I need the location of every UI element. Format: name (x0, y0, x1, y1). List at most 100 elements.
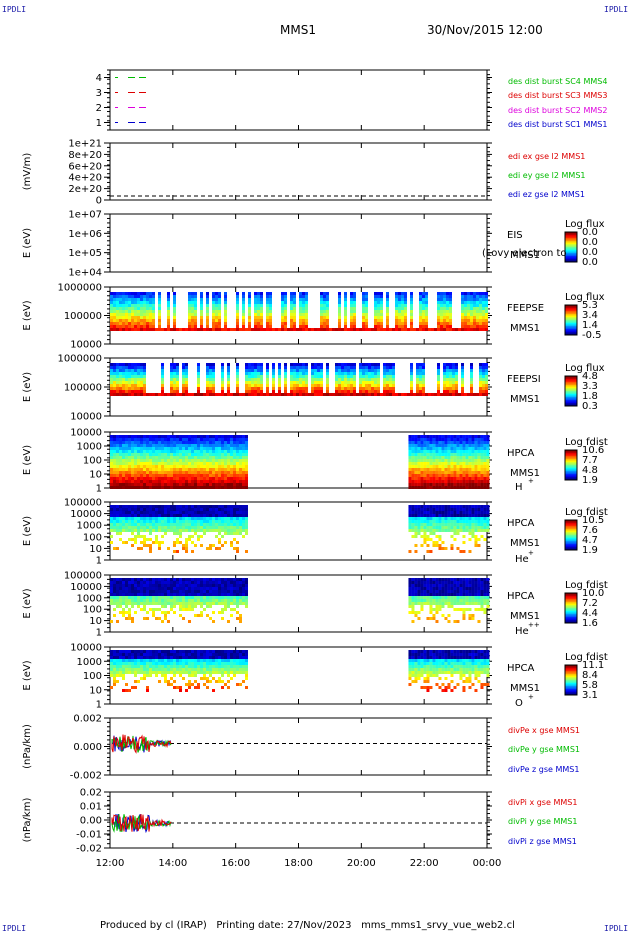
charge-label: + (528, 549, 534, 557)
spectrogram-pixel (456, 529, 460, 532)
spectrogram-pixel (423, 453, 427, 456)
spectrogram-pixel (224, 486, 227, 489)
spectrogram-pixel (134, 298, 137, 301)
spectrogram-pixel (305, 375, 308, 378)
spectrogram-pixel (260, 387, 263, 390)
spectrogram-pixel (167, 578, 170, 581)
spectrogram-pixel (483, 505, 487, 508)
spectrogram-pixel (173, 363, 176, 366)
spectrogram-pixel (374, 328, 377, 331)
spectrogram-pixel (128, 453, 131, 456)
spectrogram-pixel (423, 517, 427, 520)
spectrogram-pixel (477, 477, 481, 480)
spectrogram-pixel (182, 520, 185, 523)
spectrogram-pixel (408, 505, 412, 508)
spectrogram-pixel (164, 581, 167, 584)
spectrogram-pixel (450, 517, 454, 520)
spectrogram-pixel (414, 453, 418, 456)
spectrogram-pixel (188, 322, 191, 325)
spectrogram-pixel (221, 372, 224, 375)
spectrogram-pixel (218, 468, 221, 471)
spectrogram-pixel (486, 444, 490, 447)
spectrogram-pixel (113, 369, 116, 372)
spectrogram-pixel (143, 435, 146, 438)
spectrogram-pixel (230, 474, 233, 477)
spectrogram-pixel (383, 390, 386, 393)
spectrogram-pixel (134, 581, 137, 584)
spectrogram-pixel (191, 474, 194, 477)
spectrogram-pixel (254, 384, 257, 387)
spectrogram-pixel (449, 328, 452, 331)
spectrogram-pixel (224, 477, 227, 480)
spectrogram-pixel (461, 316, 464, 319)
spectrogram-pixel (119, 301, 122, 304)
spectrogram-pixel (161, 508, 164, 511)
spectrogram-pixel (170, 453, 173, 456)
spectrogram-pixel (438, 483, 442, 486)
spectrogram-pixel (218, 541, 221, 544)
spectrogram-pixel (212, 372, 215, 375)
spectrogram-pixel (131, 480, 134, 483)
spectrogram-pixel (453, 450, 457, 453)
spectrogram-pixel (158, 526, 161, 529)
spectrogram-pixel (242, 298, 245, 301)
spectrogram-pixel (464, 313, 467, 316)
spectrogram-pixel (440, 292, 443, 295)
spectrogram-pixel (459, 508, 463, 511)
spectrogram-pixel (477, 480, 481, 483)
spectrogram-pixel (152, 298, 155, 301)
colorbar-swatch (565, 314, 577, 316)
spectrogram-pixel (236, 301, 239, 304)
spectrogram-pixel (408, 550, 412, 553)
spectrogram-pixel (290, 378, 293, 381)
spectrogram-pixel (449, 316, 452, 319)
spectrogram-pixel (215, 325, 218, 328)
spectrogram-pixel (167, 301, 170, 304)
spectrogram-pixel (137, 459, 140, 462)
spectrogram-pixel (441, 514, 445, 517)
spectrogram-pixel (110, 390, 113, 393)
spectrogram-pixel (128, 322, 131, 325)
spectrogram-pixel (365, 369, 368, 372)
spectrogram-pixel (314, 384, 317, 387)
spectrogram-pixel (206, 453, 209, 456)
spectrogram-pixel (383, 387, 386, 390)
spectrogram-pixel (344, 390, 347, 393)
spectrogram-pixel (119, 505, 122, 508)
spectrogram-pixel (122, 480, 125, 483)
spectrogram-pixel (296, 390, 299, 393)
spectrogram-pixel (422, 387, 425, 390)
spectrogram-pixel (239, 393, 242, 396)
spectrogram-pixel (191, 444, 194, 447)
spectrogram-pixel (417, 511, 421, 514)
spectrogram-pixel (176, 378, 179, 381)
spectrogram-pixel (419, 390, 422, 393)
spectrogram-pixel (479, 304, 482, 307)
spectrogram-pixel (435, 508, 439, 511)
spectrogram-pixel (417, 471, 421, 474)
spectrogram-pixel (483, 529, 487, 532)
spectrogram-pixel (170, 523, 173, 526)
spectrogram-pixel (456, 462, 460, 465)
spectrogram-pixel (164, 605, 167, 608)
spectrogram-pixel (467, 328, 470, 331)
spectrogram-pixel (170, 529, 173, 532)
spectrogram-pixel (269, 307, 272, 310)
spectrogram-pixel (206, 304, 209, 307)
spectrogram-pixel (420, 544, 424, 547)
spectrogram-pixel (125, 523, 128, 526)
spectrogram-pixel (480, 514, 484, 517)
spectrogram-pixel (200, 292, 203, 295)
spectrogram-pixel (443, 301, 446, 304)
spectrogram-pixel (146, 444, 149, 447)
spectrogram-pixel (137, 378, 140, 381)
spectrogram-pixel (182, 483, 185, 486)
spectrogram-pixel (212, 523, 215, 526)
spectrogram-pixel (176, 384, 179, 387)
spectrogram-pixel (437, 363, 440, 366)
y-tick-label: 1e+07 (68, 210, 102, 221)
spectrogram-pixel (113, 292, 116, 295)
spectrogram-pixel (131, 581, 134, 584)
spectrogram-pixel (128, 523, 131, 526)
spectrogram-pixel (461, 304, 464, 307)
